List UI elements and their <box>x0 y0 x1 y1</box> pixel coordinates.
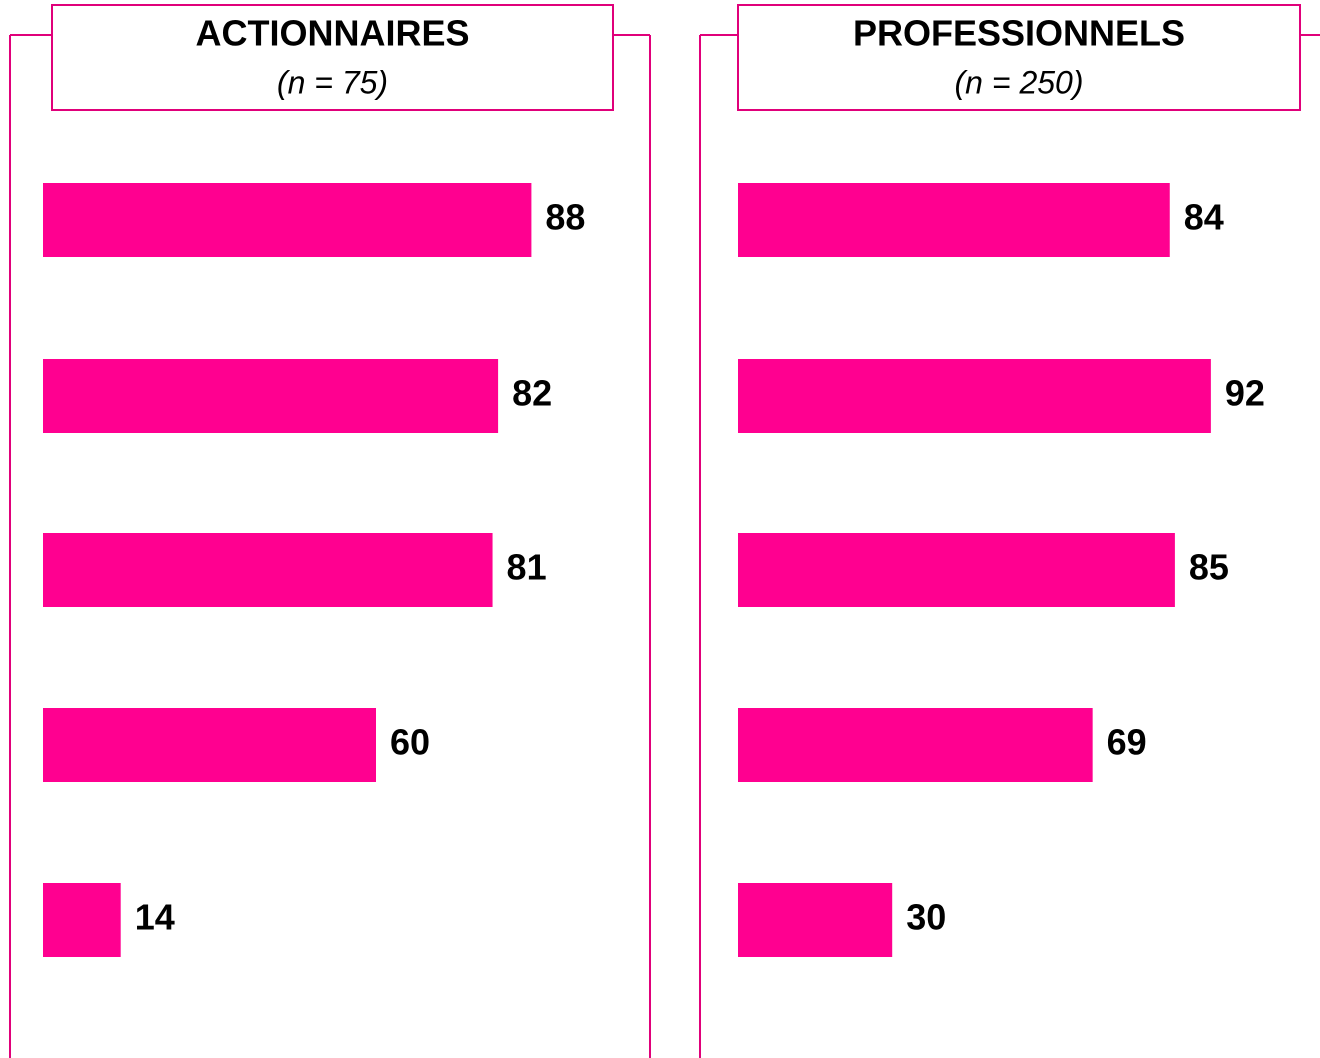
bar <box>738 359 1211 433</box>
value-label: 85 <box>1189 547 1229 588</box>
bar <box>43 533 493 607</box>
bar <box>43 883 121 957</box>
bar <box>738 183 1170 257</box>
panel-subtitle: (n = 75) <box>277 64 388 100</box>
bar <box>43 359 499 433</box>
panel-subtitle: (n = 250) <box>955 64 1084 100</box>
value-label: 60 <box>390 722 430 763</box>
bar <box>738 883 893 957</box>
value-label: 82 <box>512 373 552 414</box>
title-box <box>51 4 614 111</box>
title-box <box>737 4 1301 111</box>
value-label: 88 <box>545 197 585 238</box>
value-label: 92 <box>1225 373 1265 414</box>
bar <box>738 533 1175 607</box>
value-label: 84 <box>1184 197 1224 238</box>
value-label: 81 <box>507 547 547 588</box>
value-label: 14 <box>135 897 175 938</box>
value-label: 30 <box>906 897 946 938</box>
bar <box>43 183 532 257</box>
value-label: 69 <box>1107 722 1147 763</box>
bar <box>43 708 376 782</box>
panel-title: ACTIONNAIRES <box>195 13 469 54</box>
panel-title: PROFESSIONNELS <box>853 13 1185 54</box>
bar <box>738 708 1093 782</box>
